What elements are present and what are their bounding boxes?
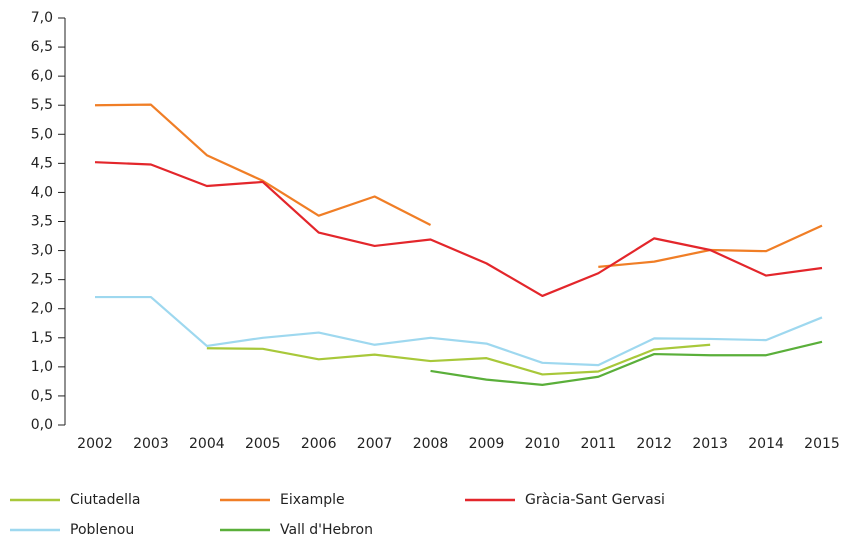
y-tick-label: 4,0 xyxy=(31,184,53,200)
legend-label: Vall d'Hebron xyxy=(280,522,373,538)
y-tick-label: 3,5 xyxy=(31,214,53,230)
y-tick-label: 1,0 xyxy=(31,359,53,375)
y-tick-label: 0,5 xyxy=(31,388,53,404)
x-tick-label: 2015 xyxy=(804,436,840,452)
legend-label: Gràcia-Sant Gervasi xyxy=(525,492,665,508)
series-line xyxy=(430,340,823,386)
y-tick-label: 0,0 xyxy=(31,417,53,433)
y-tick-label: 5,0 xyxy=(31,126,53,142)
x-tick-label: 2008 xyxy=(413,436,449,452)
y-tick-label: 2,0 xyxy=(31,301,53,317)
y-tick-label: 3,0 xyxy=(31,243,53,259)
y-tick-label: 6,0 xyxy=(31,68,53,84)
x-tick-label: 2007 xyxy=(357,436,393,452)
y-tick-label: 1,5 xyxy=(31,330,53,346)
x-tick-label: 2005 xyxy=(245,436,281,452)
y-tick-label: 5,5 xyxy=(31,97,53,113)
x-tick-label: 2011 xyxy=(580,436,616,452)
x-tick-label: 2003 xyxy=(133,436,169,452)
y-tick-label: 7,0 xyxy=(31,10,53,26)
legend-label: Poblenou xyxy=(70,522,134,538)
y-tick-label: 6,5 xyxy=(31,39,53,55)
series-line xyxy=(95,295,823,367)
x-tick-label: 2013 xyxy=(692,436,728,452)
x-tick-label: 2009 xyxy=(469,436,505,452)
x-tick-label: 2006 xyxy=(301,436,337,452)
y-tick-label: 2,5 xyxy=(31,272,53,288)
x-tick-label: 2002 xyxy=(77,436,113,452)
x-tick-label: 2010 xyxy=(525,436,561,452)
series-line xyxy=(206,343,711,376)
x-tick-label: 2014 xyxy=(748,436,784,452)
x-tick-label: 2012 xyxy=(636,436,672,452)
legend-label: Eixample xyxy=(280,492,345,508)
legend-label: Ciutadella xyxy=(70,492,140,508)
series-line xyxy=(94,161,823,298)
x-tick-label: 2004 xyxy=(189,436,225,452)
y-tick-label: 4,5 xyxy=(31,155,53,171)
